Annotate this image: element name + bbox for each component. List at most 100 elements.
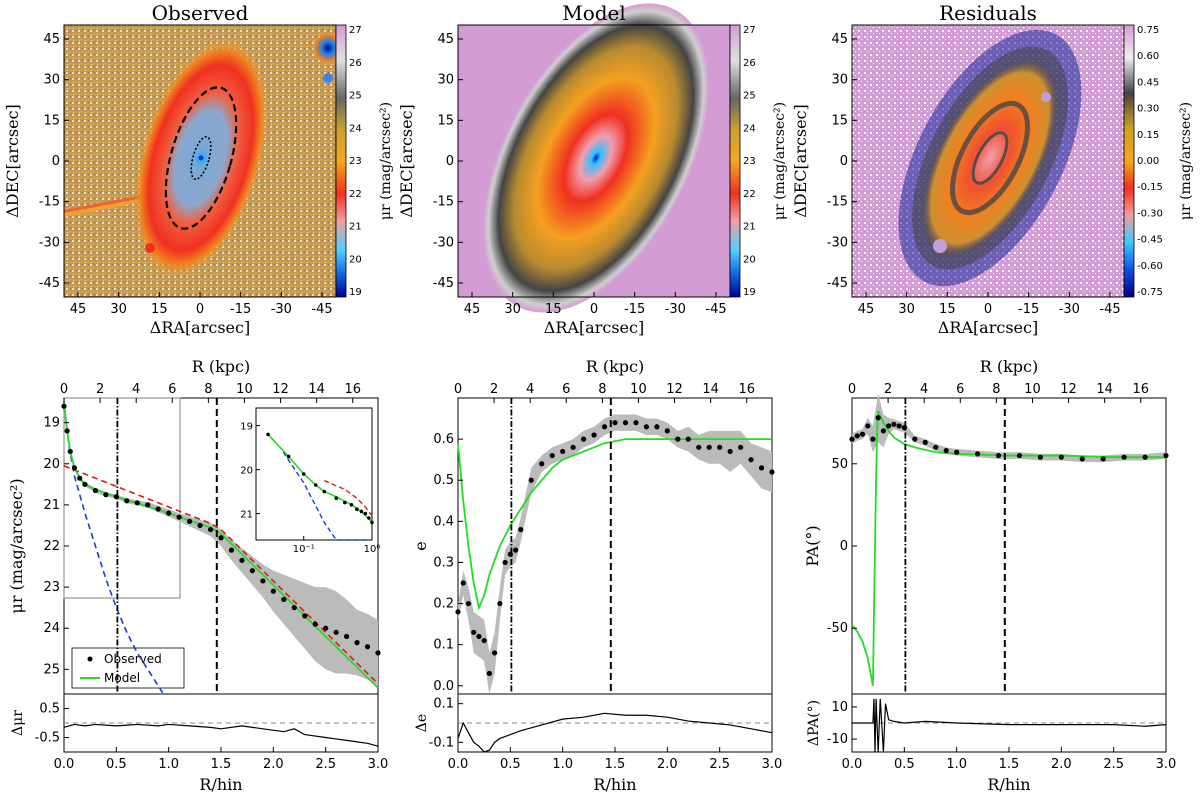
mu-observed-point [228,547,235,553]
residuals-title: Residuals [939,1,1037,25]
residuals-ytick-label: -15 [827,195,848,210]
ell-observed-point [486,670,492,677]
ell-ytick-label: 0.2 [433,597,454,612]
pa-top-tick-label: 6 [956,382,964,397]
mu-observed-point [124,498,130,504]
model-cb-label: μr (mag/arcsec²) [772,102,788,220]
pa-observed-point [859,431,866,437]
model-ytick-label: -45 [433,276,454,291]
mu-observed-point [239,557,245,563]
pa-xtick-label: 1.5 [999,757,1020,772]
residuals-ytick-label: 15 [831,113,848,128]
residuals-xtick-label: -15 [1018,302,1039,317]
mu-observed-point [249,568,255,574]
inset-observed-point [322,489,327,494]
observed-ytick-label: -30 [39,235,60,250]
observed-ytick-label: -45 [39,276,60,291]
pa-observed-point [880,428,887,434]
mu-observed-point [312,621,318,627]
inset-ytick-label: 21 [240,510,253,521]
inset-observed-point [313,483,318,487]
pa-observed-point [943,448,949,454]
model-ytick-label: 30 [437,73,454,88]
ell-observed-point [549,452,555,459]
model-xtick-label: 45 [464,302,481,317]
pa-top-xlabel: R (kpc) [980,357,1039,376]
mu-top-tick-label: 14 [308,382,325,397]
mu-observed-point [82,481,88,487]
pa-observed-point [1100,456,1106,462]
mu-observed-point [323,625,329,631]
inset-bulge-line [282,451,371,541]
ell-observed-point [738,444,744,450]
ell-observed-point [518,526,524,533]
ell-top-tick-label: 2 [490,382,498,397]
ell-observed-point [758,465,765,471]
residuals-cb-tick-label: 0.45 [1137,77,1159,88]
residuals-xtick-label: -30 [1059,302,1080,317]
mu-observed-point [302,613,308,619]
model-ytick-label: 0 [446,154,454,169]
ell-top-tick-label: 8 [598,382,606,397]
ell-top-tick-label: 14 [702,382,719,397]
mu-residual-ytick-label: -0.5 [35,731,60,746]
model-cb-tick-label: 27 [743,25,756,36]
pa-ylabel: PA(°) [803,525,822,566]
mu-bulge-line [63,406,165,695]
ell-residual-ytick-label: 0.1 [433,697,454,712]
observed-ylabel: ΔDEC[arcsec] [3,104,22,218]
ell-xlabel: R/hin [593,775,636,794]
ell-observed-point [654,424,660,430]
mu-top-tick-label: 6 [168,382,176,397]
model-ytick-label: -30 [433,235,454,250]
observed-ytick-label: -15 [39,195,60,210]
pa-top-tick-label: 14 [1096,382,1113,397]
ell-observed-point [581,436,587,442]
model-colorbar [729,24,741,298]
observed-xlabel: ΔRA[arcsec] [150,318,250,337]
pa-xtick-label: 3.0 [1156,757,1177,772]
legend: Observed Model [71,647,185,689]
pa-observed-point [1142,454,1148,460]
inset-observed-point [349,503,354,507]
ell-observed-point [492,650,498,656]
ell-observed-point [460,580,466,586]
model-title: Model [562,1,626,25]
mu-xtick-label: 0.0 [54,757,75,772]
ell-xtick-label: 2.0 [657,757,678,772]
residuals-xtick-label: -45 [1099,302,1120,317]
observed-ytick-label: 0 [52,154,60,169]
observed-xtick-label: 15 [151,302,168,317]
ell-observed-point [481,637,487,644]
residuals-xtick-label: 30 [898,302,915,317]
residuals-map [851,24,1125,298]
ell-top-tick-label: 10 [630,382,647,397]
pa-top-tick-label: 4 [920,382,928,397]
ell-observed-point [717,444,723,450]
pa-residual-ytick-label: -10 [827,732,848,747]
ell-observed-point [748,457,754,463]
mu-disk-line [63,465,379,685]
inset-observed-point [370,520,374,525]
observed-cb-tick-label: 22 [349,189,362,200]
mu-error-band [64,404,378,686]
mu-xtick-label: 2.0 [263,757,284,772]
residuals-ytick-label: 0 [840,154,848,169]
residuals-cb-tick-label: -0.45 [1137,235,1163,246]
mu-observed-point [364,644,371,650]
pa-top-tick-label: 16 [1132,382,1149,397]
pa-observed-point [975,451,981,457]
ell-top-tick-label: 0 [454,382,462,397]
legend-observed-label: Observed [104,652,162,666]
inset-observed-point [355,507,359,512]
mu-ytick-label: 25 [43,662,60,677]
ell-observed-point [512,547,519,553]
mu-ytick-label: 20 [43,457,60,472]
observed-xtick-label: -15 [230,302,251,317]
mu-ytick-label: 22 [43,539,60,554]
ell-top-tick-label: 16 [738,382,755,397]
mu-top-xlabel: R (kpc) [192,357,251,376]
residuals-xtick-label: 45 [858,302,875,317]
ell-observed-point [497,600,503,607]
residuals-colorbar [1123,24,1135,298]
